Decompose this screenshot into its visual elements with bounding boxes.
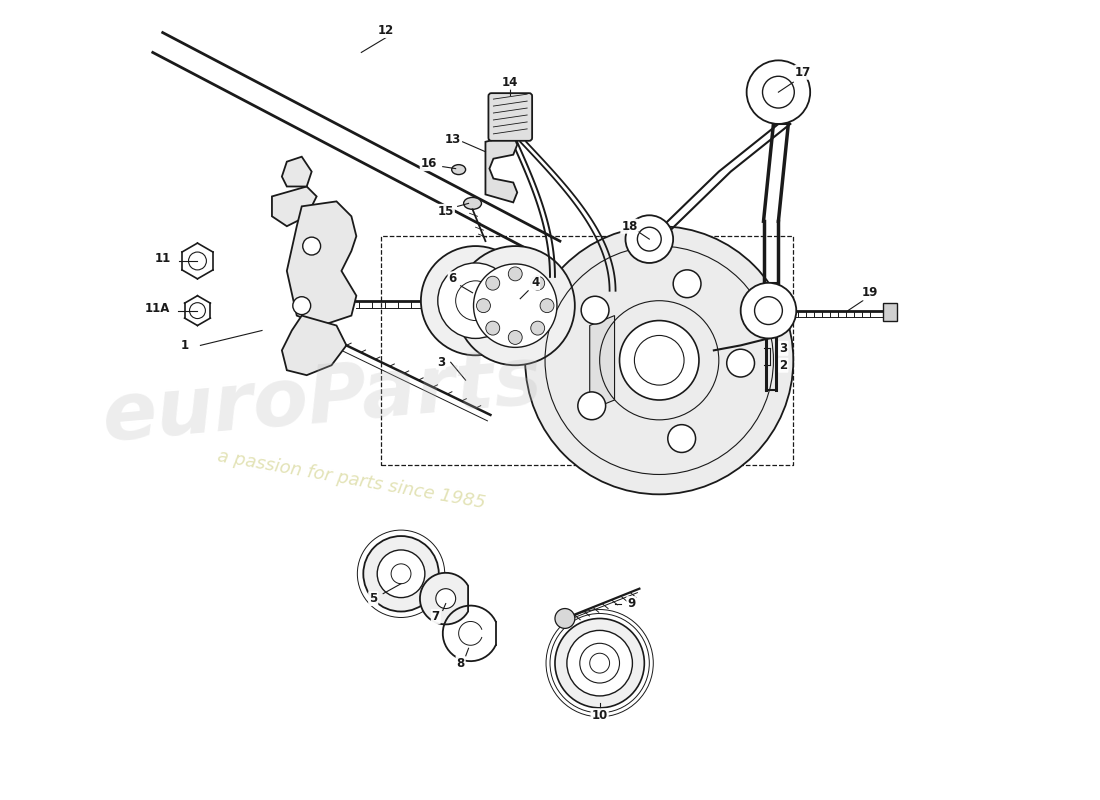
Circle shape (556, 609, 575, 629)
Circle shape (436, 589, 455, 609)
Circle shape (486, 321, 499, 335)
Circle shape (590, 654, 609, 673)
Text: 19: 19 (861, 286, 878, 299)
Circle shape (476, 298, 491, 313)
Circle shape (673, 270, 701, 298)
Circle shape (473, 264, 557, 347)
Text: 11: 11 (155, 253, 170, 266)
Text: 10: 10 (592, 710, 608, 722)
Circle shape (540, 298, 554, 313)
Polygon shape (282, 157, 311, 186)
Circle shape (508, 267, 522, 281)
Circle shape (531, 276, 544, 290)
Text: 11A: 11A (145, 302, 170, 315)
Circle shape (421, 246, 530, 355)
Text: 14: 14 (502, 76, 518, 89)
Polygon shape (485, 135, 517, 202)
Text: euroParts: euroParts (98, 342, 544, 458)
Text: 12: 12 (378, 24, 394, 37)
Text: 2: 2 (779, 358, 788, 372)
Circle shape (619, 321, 698, 400)
Ellipse shape (452, 165, 465, 174)
Text: a passion for parts since 1985: a passion for parts since 1985 (216, 447, 487, 512)
Circle shape (566, 630, 632, 696)
Text: 9: 9 (627, 597, 636, 610)
Circle shape (740, 283, 796, 338)
Text: 7: 7 (431, 610, 440, 623)
Text: 6: 6 (449, 272, 456, 286)
Polygon shape (282, 315, 346, 375)
Text: 4: 4 (531, 276, 539, 290)
Text: 15: 15 (438, 205, 454, 218)
Circle shape (438, 263, 514, 338)
Circle shape (455, 246, 575, 366)
Text: 18: 18 (621, 220, 638, 233)
Polygon shape (272, 186, 317, 226)
Text: 16: 16 (420, 157, 437, 170)
Text: 1: 1 (180, 339, 188, 352)
Circle shape (578, 392, 606, 420)
Text: 3: 3 (437, 356, 444, 369)
Circle shape (525, 226, 793, 494)
Circle shape (302, 237, 320, 255)
FancyBboxPatch shape (882, 302, 896, 321)
Circle shape (377, 550, 425, 598)
Circle shape (747, 60, 811, 124)
Circle shape (727, 350, 755, 377)
Text: 3: 3 (779, 342, 788, 355)
Ellipse shape (463, 198, 482, 210)
Circle shape (531, 321, 544, 335)
Text: 17: 17 (795, 66, 812, 78)
Text: 5: 5 (370, 592, 377, 605)
Circle shape (189, 302, 206, 318)
Circle shape (363, 536, 439, 611)
Circle shape (556, 618, 645, 708)
Circle shape (508, 330, 522, 344)
FancyBboxPatch shape (488, 93, 532, 141)
Text: 13: 13 (444, 134, 461, 146)
Circle shape (626, 215, 673, 263)
Circle shape (188, 252, 207, 270)
Polygon shape (287, 202, 356, 326)
Circle shape (293, 297, 310, 314)
Circle shape (486, 276, 499, 290)
Circle shape (581, 296, 609, 324)
Text: 8: 8 (456, 657, 464, 670)
Circle shape (668, 425, 695, 453)
Polygon shape (590, 315, 615, 410)
Polygon shape (420, 573, 469, 625)
